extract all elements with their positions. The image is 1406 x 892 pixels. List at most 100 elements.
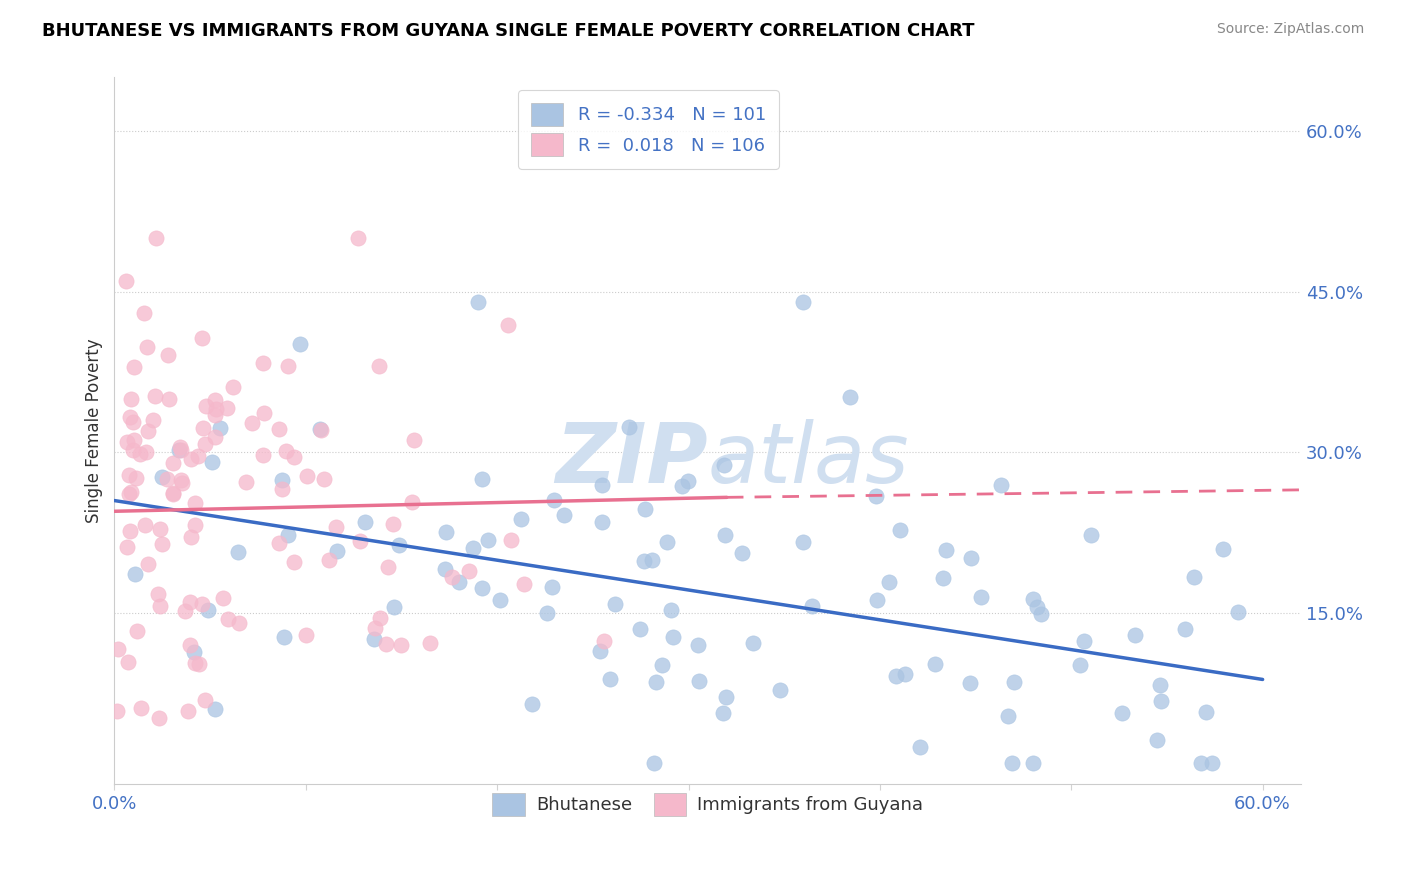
Point [676,474,699,488]
Point [115,540,138,554]
Point [1111,706,1133,720]
Point [1026,599,1049,614]
Point [471,581,494,595]
Point [205,402,228,417]
Point [884,669,907,683]
Point [593,634,616,648]
Point [1073,633,1095,648]
Point [889,523,911,537]
Point [143,389,166,403]
Point [599,672,621,686]
Point [633,554,655,568]
Point [124,567,146,582]
Point [252,448,274,462]
Point [277,359,299,374]
Point [363,621,385,635]
Point [121,415,143,429]
Point [1212,542,1234,557]
Point [115,434,138,449]
Point [935,543,957,558]
Point [540,581,562,595]
Point [641,553,664,567]
Point [1195,705,1218,719]
Point [184,656,207,670]
Point [349,534,371,549]
Point [924,657,946,671]
Point [193,421,215,435]
Point [208,420,231,434]
Point [865,489,887,503]
Point [169,442,191,457]
Point [388,538,411,552]
Point [908,740,931,755]
Point [270,473,292,487]
Point [149,599,172,613]
Point [769,682,792,697]
Point [194,693,217,707]
Point [434,562,457,576]
Point [157,348,180,362]
Point [877,575,900,590]
Point [177,704,200,718]
Point [1226,605,1249,619]
Point [1080,527,1102,541]
Point [553,508,575,522]
Point [135,445,157,459]
Point [651,657,673,672]
Point [125,624,148,638]
Point [145,231,167,245]
Point [800,599,823,614]
Point [688,673,710,688]
Point [1201,756,1223,770]
Point [374,637,396,651]
Point [496,318,519,332]
Point [142,413,165,427]
Point [461,541,484,556]
Point [543,492,565,507]
Point [156,472,179,486]
Point [458,564,481,578]
Point [471,472,494,486]
Point [711,706,734,720]
Point [1174,622,1197,636]
Point [197,603,219,617]
Point [447,575,470,590]
Text: ZIP: ZIP [555,418,707,500]
Point [204,701,226,715]
Point [148,711,170,725]
Point [1146,733,1168,747]
Y-axis label: Single Female Poverty: Single Female Poverty [86,339,103,524]
Point [591,516,613,530]
Point [125,471,148,485]
Point [179,638,201,652]
Point [1182,570,1205,584]
Point [628,623,651,637]
Point [271,483,294,497]
Point [467,295,489,310]
Point [188,657,211,672]
Point [194,437,217,451]
Point [288,336,311,351]
Point [634,501,657,516]
Point [671,478,693,492]
Point [645,674,668,689]
Point [138,424,160,438]
Point [1149,678,1171,692]
Point [591,478,613,492]
Point [150,470,173,484]
Point [643,756,665,770]
Legend: Bhutanese, Immigrants from Guyana: Bhutanese, Immigrants from Guyana [484,784,932,825]
Point [120,392,142,406]
Point [959,676,981,690]
Text: Source: ZipAtlas.com: Source: ZipAtlas.com [1216,22,1364,37]
Point [107,642,129,657]
Point [204,393,226,408]
Point [134,517,156,532]
Point [713,458,735,472]
Point [114,274,136,288]
Point [252,355,274,369]
Point [128,447,150,461]
Point [215,401,238,415]
Point [217,612,239,626]
Point [191,331,214,345]
